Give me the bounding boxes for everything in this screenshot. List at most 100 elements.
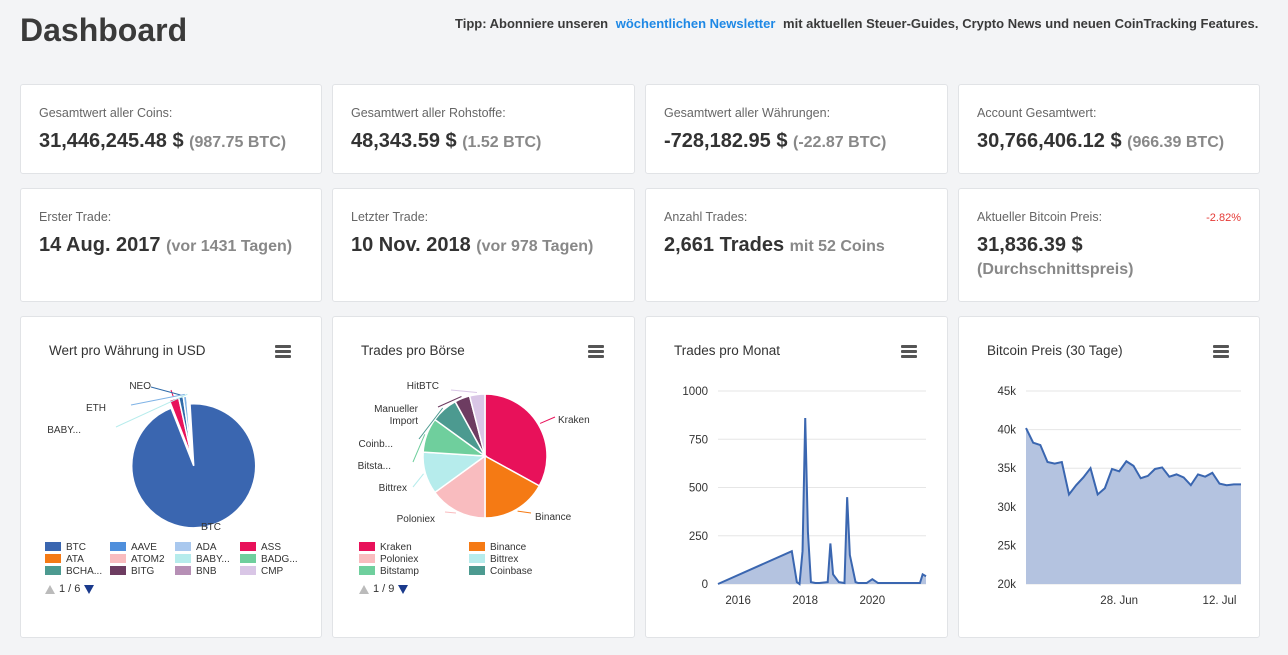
legend-item-bitg[interactable]: BITG	[110, 565, 154, 577]
stat-value: -728,182.95 $ (-22.87 BTC)	[664, 130, 887, 152]
stat-label: Gesamtwert aller Währungen:	[664, 106, 831, 120]
pie-slice-label: NEO	[129, 381, 151, 392]
newsletter-tip: Tipp: Abonniere unseren wöchentlichen Ne…	[455, 16, 1258, 31]
tip-suffix: mit aktuellen Steuer-Guides, Crypto News…	[783, 16, 1259, 31]
legend-item-ata[interactable]: ATA	[45, 553, 84, 565]
pie-slice-label: Manueller	[374, 404, 419, 415]
stat-value: 2,661 Trades mit 52 Coins	[664, 234, 885, 256]
pie-slice-binance	[484, 454, 541, 519]
legend-swatch	[175, 565, 191, 575]
stat-card-first-trade: Erster Trade: 14 Aug. 2017 (vor 1431 Tag…	[20, 188, 322, 302]
area-fill	[1026, 428, 1241, 584]
legend-next-icon[interactable]	[398, 584, 409, 594]
stat-sub: (1.52 BTC)	[462, 134, 542, 151]
legend-swatch	[240, 541, 256, 551]
stat-label: Gesamtwert aller Coins:	[39, 106, 173, 120]
pie-slice-label: Bittrex	[379, 483, 407, 494]
stat-card-last-trade: Letzter Trade: 10 Nov. 2018 (vor 978 Tag…	[332, 188, 635, 302]
legend-item-ass[interactable]: ASS	[240, 541, 281, 553]
pie-label-connector	[115, 393, 188, 428]
legend-swatch	[175, 541, 191, 551]
stat-label: Aktueller Bitcoin Preis:	[977, 210, 1103, 224]
menu-icon[interactable]	[275, 345, 291, 358]
stat-sub: (vor 1431 Tagen)	[166, 238, 293, 255]
legend-page-text: 1 / 9	[373, 583, 395, 595]
legend-item-btc[interactable]: BTC	[45, 541, 86, 553]
legend-item-coinbase[interactable]: Coinbase	[469, 565, 533, 577]
legend-label: Kraken	[380, 542, 412, 553]
legend-item-ada[interactable]: ADA	[175, 541, 217, 553]
legend-item-aave[interactable]: AAVE	[110, 541, 157, 553]
chart-title: Bitcoin Preis (30 Tage)	[987, 343, 1123, 358]
chart-title: Trades pro Monat	[674, 343, 781, 358]
legend-item-atom2[interactable]: ATOM2	[110, 553, 165, 565]
area-fill	[718, 418, 926, 584]
legend-label: BABY...	[196, 554, 230, 565]
legend-item-bittrex[interactable]: Bittrex	[469, 553, 518, 565]
x-tick-label: 28. Jun	[1100, 595, 1138, 607]
legend-item-baby-[interactable]: BABY...	[175, 553, 230, 565]
pie-slice-btc	[131, 403, 257, 529]
legend-item-bitstamp[interactable]: Bitstamp	[359, 565, 419, 577]
pie-slice-label: Bitsta...	[358, 461, 391, 472]
pie-label-connector	[450, 389, 478, 394]
menu-icon[interactable]	[588, 345, 604, 358]
stat-label: Anzahl Trades:	[664, 210, 748, 224]
pie-slice-label: Coinb...	[359, 439, 393, 450]
legend-item-binance[interactable]: Binance	[469, 541, 527, 553]
y-tick-label: 45k	[997, 386, 1016, 398]
x-tick-label: 2020	[860, 595, 886, 607]
stat-sub: (vor 978 Tagen)	[476, 238, 594, 255]
menu-icon[interactable]	[1213, 345, 1229, 358]
legend-item-kraken[interactable]: Kraken	[359, 541, 412, 553]
y-tick-label: 250	[689, 531, 708, 543]
stat-value: 48,343.59 $ (1.52 BTC)	[351, 130, 542, 152]
area-chart-bitcoin: 20k 25k 30k 35k 40k 45k 28. Jun 12. Jul	[997, 386, 1241, 607]
stat-value: 31,446,245.48 $ (987.75 BTC)	[39, 130, 287, 152]
pie-label-connector	[150, 386, 181, 396]
legend-swatch	[240, 565, 256, 575]
y-tick-label: 0	[702, 579, 708, 591]
pie-label-connector	[412, 473, 424, 488]
legend-label: CMP	[261, 566, 284, 577]
stat-card-bitcoin-price: Aktueller Bitcoin Preis: -2.82% 31,836.3…	[958, 188, 1260, 302]
menu-icon[interactable]	[901, 345, 917, 358]
stat-sub: (-22.87 BTC)	[793, 134, 887, 151]
legend-pager: 1 / 6	[45, 583, 95, 595]
legend-item-bcha-[interactable]: BCHA...	[45, 565, 103, 577]
newsletter-link[interactable]: wöchentlichen Newsletter	[615, 16, 776, 31]
legend-swatch	[110, 541, 126, 551]
pie-slice-label: HitBTC	[407, 381, 439, 392]
legend-item-poloniex[interactable]: Poloniex	[359, 553, 419, 565]
legend-item-cmp[interactable]: CMP	[240, 565, 284, 577]
legend-prev-icon[interactable]	[359, 584, 369, 594]
legend-swatch	[175, 553, 191, 563]
x-tick-label: 12. Jul	[1203, 595, 1237, 607]
chart-card-value-per-currency: Wert pro Währung in USD BTC NEO ETH BABY...…	[20, 316, 322, 638]
stat-card-commodities: Gesamtwert aller Rohstoffe: 48,343.59 $ …	[332, 84, 635, 174]
legend-prev-icon[interactable]	[45, 584, 55, 594]
legend-label: Coinbase	[490, 566, 533, 577]
pie-slice-label: BABY...	[47, 425, 81, 436]
pie-label-connector	[204, 521, 208, 529]
legend-label: Binance	[490, 542, 527, 553]
legend-label: BADG...	[261, 554, 298, 565]
price-change-badge: -2.82%	[1206, 212, 1241, 224]
legend-item-badg-[interactable]: BADG...	[240, 553, 298, 565]
legend-swatch	[45, 565, 61, 575]
page-title: Dashboard	[20, 12, 188, 48]
legend-next-icon[interactable]	[84, 584, 95, 594]
legend-label: BCHA...	[66, 566, 103, 577]
stat-label: Gesamtwert aller Rohstoffe:	[351, 106, 506, 120]
legend-label: Poloniex	[380, 554, 419, 565]
legend-label: BNB	[196, 566, 217, 577]
chart-card-trades-per-exchange: Trades pro Börse Kraken Binance Poloniex Bi…	[332, 316, 635, 638]
y-tick-label: 1000	[682, 386, 708, 398]
pie-slice-label: Kraken	[558, 415, 590, 426]
stat-sub: (987.75 BTC)	[189, 134, 287, 151]
pie-chart-currency: BTC NEO ETH BABY...	[47, 381, 257, 533]
legend-item-bnb[interactable]: BNB	[175, 565, 217, 577]
pie-slice-label: BTC	[201, 522, 221, 533]
stat-card-trade-count: Anzahl Trades: 2,661 Trades mit 52 Coins	[645, 188, 948, 302]
chart-card-trades-per-month: Trades pro Monat 0 250 500 750 1000 2016 2018 2…	[645, 316, 948, 638]
